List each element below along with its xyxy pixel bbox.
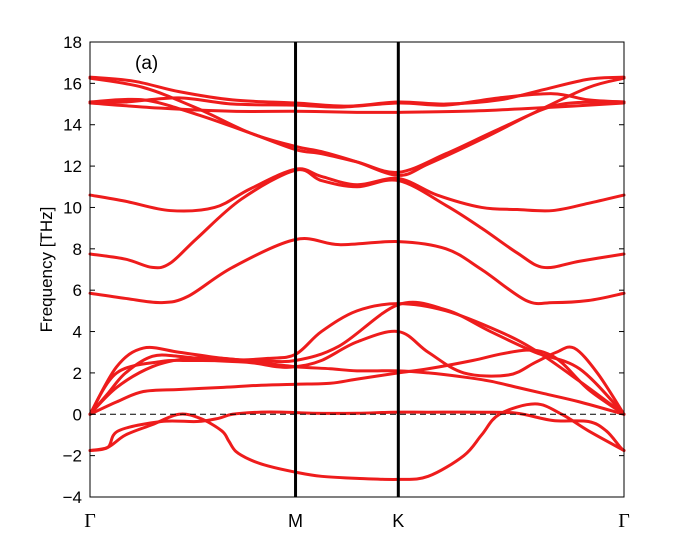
y-tick-label: 2: [73, 364, 82, 383]
band-line-15: [88, 75, 626, 108]
x-tick-label-4: Γ: [618, 510, 630, 532]
band-line-13: [88, 101, 626, 114]
band-line-7: [88, 300, 626, 416]
band-lines: [88, 75, 626, 481]
band-line-8: [88, 237, 626, 306]
x-tick-label-1: Γ: [84, 510, 96, 532]
y-tick-label: −2: [63, 447, 82, 466]
y-tick-label: 8: [73, 240, 82, 259]
y-tick-label: −4: [63, 488, 82, 507]
y-tick-label: 0: [73, 405, 82, 424]
y-tick-label: 16: [63, 74, 82, 93]
band-line-1: [88, 410, 626, 452]
y-axis: −4 −2 0 2 4 6 8 10 12 14 16 18: [63, 33, 624, 507]
band-line-12: [88, 76, 626, 177]
x-tick-label-2: M: [288, 511, 303, 531]
y-tick-label: 12: [63, 157, 82, 176]
overlay-lines: [90, 42, 624, 497]
y-tick-label: 10: [63, 198, 82, 217]
y-tick-label: 4: [73, 323, 82, 342]
y-tick-label: 6: [73, 281, 82, 300]
y-tick-label: 18: [63, 33, 82, 52]
plot-frame: [89, 41, 625, 498]
band-line-6: [88, 302, 626, 416]
band-line-10: [88, 167, 626, 213]
y-tick-label: 14: [63, 116, 82, 135]
band-line-4: [88, 348, 626, 416]
panel-label: (a): [135, 53, 158, 74]
band-line-5: [88, 329, 626, 416]
x-tick-label-3: K: [392, 511, 404, 531]
y-axis-label: Frequency [THz]: [37, 207, 56, 333]
band-line-9: [88, 168, 626, 270]
